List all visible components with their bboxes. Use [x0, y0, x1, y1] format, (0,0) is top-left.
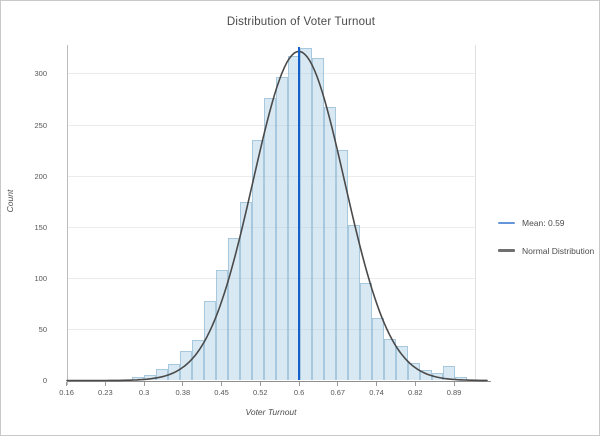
x-tick-mark [143, 381, 145, 386]
histogram-bar[interactable] [228, 238, 241, 381]
mean-line-swatch-icon [498, 221, 515, 225]
histogram-bar[interactable] [395, 345, 408, 381]
histogram-bar[interactable] [371, 318, 384, 381]
histogram-bar[interactable] [287, 55, 300, 381]
x-tick-label: 0.89 [446, 387, 462, 397]
x-axis-line [66, 380, 491, 382]
x-tick-mark [376, 381, 378, 386]
y-tick-label: 0 [42, 376, 47, 385]
x-tick-mark [182, 381, 184, 386]
y-axis-line [66, 45, 68, 385]
histogram-bar[interactable] [204, 300, 217, 381]
histogram-bar[interactable] [240, 201, 253, 381]
histogram-bar[interactable] [192, 339, 205, 381]
histogram-bar[interactable] [383, 338, 396, 381]
y-tick-label: 250 [34, 120, 47, 130]
legend-item-normal-distribution[interactable]: Normal Distribution [498, 244, 594, 258]
y-tick-label: 100 [34, 273, 47, 283]
y-tick-label: 200 [34, 171, 47, 181]
histogram-bar[interactable] [347, 225, 360, 381]
x-tick-label: 0.3 [138, 387, 150, 397]
histogram-bar[interactable] [252, 140, 265, 381]
legend-label-mean: Mean: 0.59 [522, 218, 565, 228]
histogram-bar[interactable] [180, 350, 193, 381]
x-tick-label: 0.52 [253, 387, 268, 397]
histogram-bar[interactable] [276, 76, 288, 381]
x-tick-label: 0.67 [330, 387, 346, 397]
x-tick-label: 0.23 [98, 387, 113, 397]
x-tick-label: 0.6 [293, 387, 305, 397]
histogram-bar[interactable] [359, 283, 372, 381]
x-tick-mark [298, 381, 300, 386]
histogram-bar[interactable] [156, 369, 169, 381]
histogram-bar[interactable] [407, 363, 420, 381]
histogram-bar[interactable] [419, 370, 432, 381]
histogram-bar[interactable] [443, 366, 456, 381]
x-tick-mark [66, 381, 68, 386]
x-axis-title: Voter Turnout [245, 407, 297, 417]
x-tick-mark [221, 381, 223, 386]
y-axis-title: Count [5, 189, 15, 213]
x-tick-mark [259, 381, 261, 386]
histogram-bar[interactable] [168, 364, 181, 381]
normal-curve-swatch-icon [498, 249, 515, 252]
legend-label-normal-distribution: Normal Distribution [522, 245, 595, 256]
chart-title: Distribution of Voter Turnout [226, 16, 376, 28]
y-tick-label: 150 [34, 222, 47, 232]
x-tick-label: 0.45 [214, 387, 229, 397]
histogram-bar[interactable] [216, 270, 229, 381]
plot-right-border [475, 45, 476, 381]
x-tick-label: 0.74 [369, 387, 384, 397]
y-gridline [66, 73, 475, 75]
histogram-bar[interactable] [299, 48, 312, 381]
legend-item-mean[interactable]: Mean: 0.59 [498, 216, 594, 230]
x-tick-mark [104, 381, 106, 386]
x-tick-label: 0.38 [175, 387, 191, 397]
histogram-bar[interactable] [264, 98, 276, 381]
y-tick-label: 300 [34, 69, 47, 79]
y-tick-label: 50 [38, 324, 47, 334]
histogram-bar[interactable] [335, 149, 348, 381]
x-tick-label: 0.82 [407, 387, 423, 397]
histogram-bar[interactable] [323, 106, 336, 381]
x-tick-mark [337, 381, 339, 386]
x-tick-label: 0.16 [59, 387, 74, 397]
histogram-bar[interactable] [311, 57, 324, 381]
x-tick-mark [453, 381, 455, 386]
histogram-bar[interactable] [431, 373, 444, 381]
legend: Mean: 0.59 Normal Distribution [498, 216, 594, 271]
x-tick-mark [414, 381, 416, 386]
